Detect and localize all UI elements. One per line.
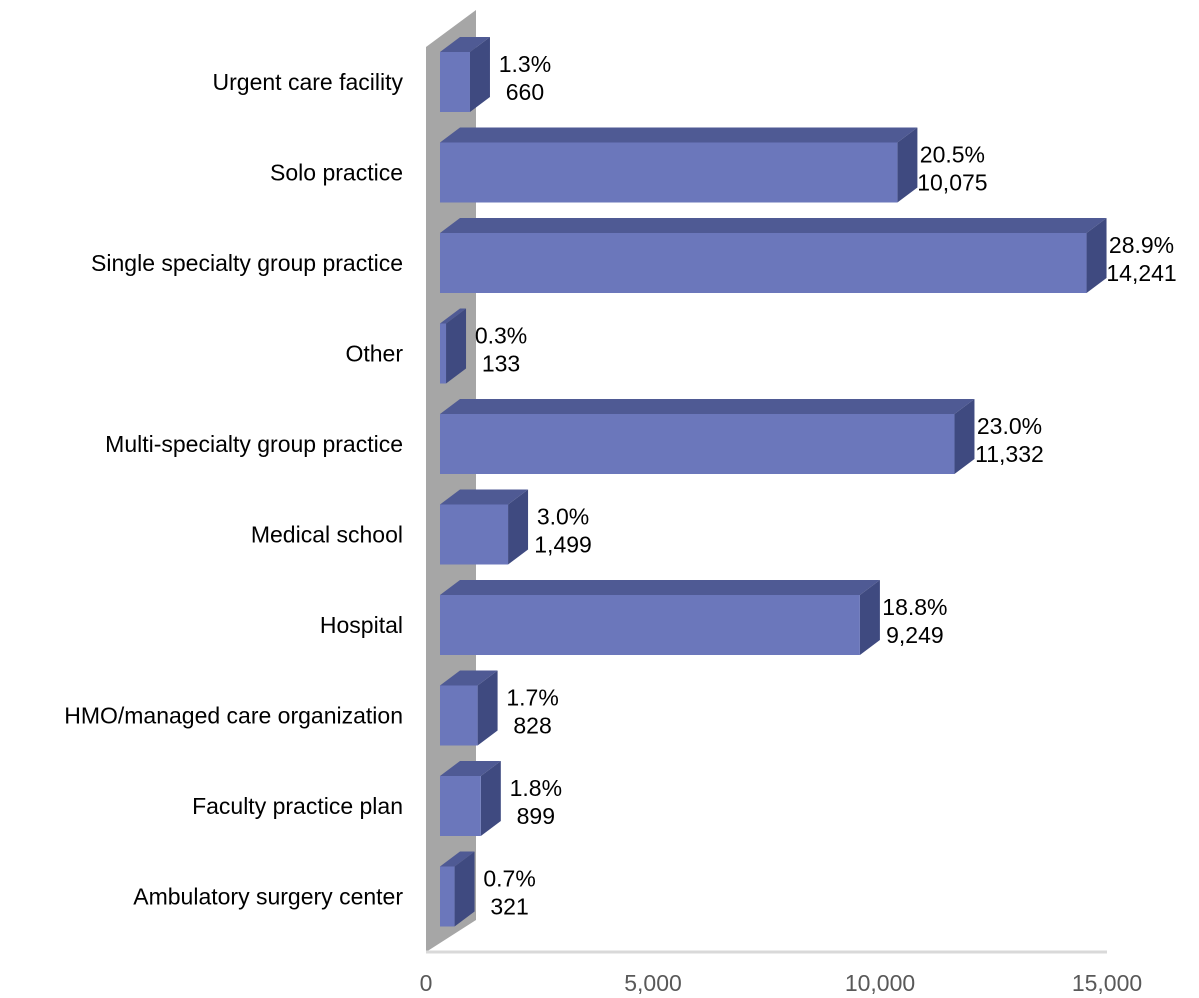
category-label: Hospital bbox=[320, 612, 403, 638]
value-label: 11,332 bbox=[975, 441, 1044, 467]
bar-top bbox=[440, 399, 975, 414]
category-label: Ambulatory surgery center bbox=[133, 884, 403, 910]
bar bbox=[440, 142, 898, 203]
percent-label: 3.0% bbox=[537, 504, 589, 530]
bar bbox=[440, 504, 509, 565]
percent-label: 0.7% bbox=[483, 866, 535, 892]
percent-label: 0.3% bbox=[475, 323, 527, 349]
bar bbox=[440, 685, 478, 746]
category-label: Solo practice bbox=[270, 160, 403, 186]
bar-top bbox=[440, 851, 475, 867]
category-label: Faculty practice plan bbox=[192, 793, 403, 819]
value-label: 660 bbox=[506, 79, 544, 105]
value-label: 133 bbox=[482, 351, 520, 377]
bar bbox=[440, 323, 447, 384]
bar-top bbox=[440, 489, 529, 505]
percent-label: 28.9% bbox=[1109, 232, 1174, 258]
bar bbox=[440, 776, 481, 836]
bar bbox=[440, 595, 860, 655]
category-label: Medical school bbox=[251, 522, 403, 548]
value-label: 9,249 bbox=[886, 622, 944, 648]
bar bbox=[440, 414, 955, 474]
value-label: 10,075 bbox=[917, 170, 987, 196]
percent-label: 23.0% bbox=[977, 413, 1042, 439]
percent-label: 20.5% bbox=[920, 142, 985, 168]
bar-top bbox=[440, 580, 880, 595]
category-label: HMO/managed care organization bbox=[64, 703, 403, 729]
x-tick-label: 15,000 bbox=[1072, 970, 1142, 996]
bar-top bbox=[440, 670, 498, 686]
value-label: 321 bbox=[490, 894, 528, 920]
x-tick-label: 0 bbox=[420, 970, 433, 996]
percent-label: 18.8% bbox=[882, 594, 947, 620]
value-label: 828 bbox=[513, 713, 551, 739]
bar-side bbox=[1086, 218, 1107, 293]
percent-label: 1.7% bbox=[506, 685, 558, 711]
bar bbox=[440, 866, 455, 927]
bar-side bbox=[480, 761, 501, 836]
bar-side bbox=[954, 399, 975, 474]
bar-top bbox=[440, 218, 1107, 233]
bar-side bbox=[508, 489, 529, 565]
bar-side bbox=[454, 851, 475, 927]
category-label: Multi-specialty group practice bbox=[105, 431, 403, 457]
bar-top bbox=[440, 308, 467, 324]
value-label: 1,499 bbox=[534, 532, 592, 558]
bar-top bbox=[440, 127, 918, 143]
category-label: Urgent care facility bbox=[213, 69, 404, 95]
bar-top bbox=[440, 761, 501, 776]
bar-side bbox=[897, 127, 918, 203]
bar bbox=[440, 233, 1087, 293]
x-tick-label: 10,000 bbox=[845, 970, 915, 996]
x-tick-label: 5,000 bbox=[624, 970, 682, 996]
percent-label: 1.8% bbox=[510, 775, 562, 801]
bar-side bbox=[469, 37, 490, 112]
value-label: 14,241 bbox=[1106, 260, 1176, 286]
category-label: Single specialty group practice bbox=[91, 250, 403, 276]
bar-side bbox=[477, 670, 498, 746]
value-label: 899 bbox=[517, 803, 555, 829]
category-label: Other bbox=[345, 341, 403, 367]
percent-label: 1.3% bbox=[499, 51, 551, 77]
bar-top bbox=[440, 37, 490, 52]
bar bbox=[440, 52, 470, 112]
bar-side bbox=[859, 580, 880, 655]
bar-side bbox=[446, 308, 467, 384]
